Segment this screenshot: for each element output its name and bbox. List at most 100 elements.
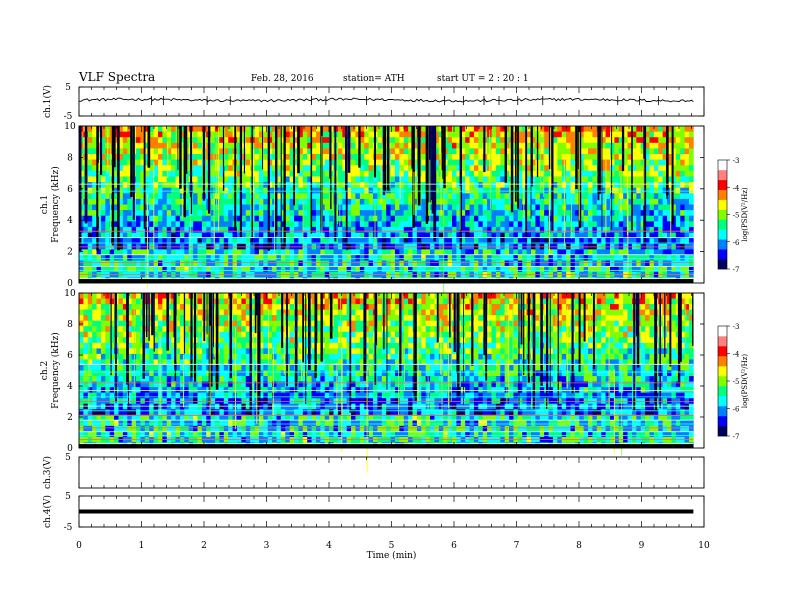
spectrogram-cell <box>675 254 681 261</box>
spectrogram-cell <box>276 226 282 233</box>
spectrogram-cell <box>100 387 106 393</box>
spectrogram-cell <box>552 232 558 239</box>
spectrogram-cell <box>662 176 668 183</box>
spectrogram-cell <box>118 126 124 132</box>
spectrogram-cell <box>539 142 545 149</box>
spectrogram-cell <box>149 249 154 256</box>
spectrogram-cell <box>403 226 409 233</box>
spectrogram-cell <box>215 131 220 138</box>
spectrogram-cell <box>118 142 124 149</box>
spectrogram-cell <box>210 154 216 160</box>
spectrogram-cell <box>473 238 479 245</box>
spectrogram-cell <box>390 215 396 222</box>
spectrogram-cell <box>495 266 501 273</box>
spectrogram-cell <box>399 260 405 267</box>
spectrogram-burst <box>578 132 580 221</box>
spectrogram-cell <box>210 298 216 305</box>
spectrogram-cell <box>184 232 190 239</box>
spectrogram-cell <box>236 126 242 132</box>
spectrogram-cell <box>443 204 448 211</box>
spectrogram-cell <box>280 170 286 177</box>
spectrogram-cell <box>87 249 93 256</box>
spectrogram-cell <box>232 238 238 245</box>
spectrogram-cell <box>504 266 510 273</box>
spectrogram-cell <box>342 131 347 138</box>
spectrogram-cell <box>539 260 545 267</box>
spectrogram-cell <box>456 142 462 149</box>
spectrogram-cell <box>390 165 396 172</box>
spectrogram-streak <box>130 126 133 197</box>
spectrogram-cell <box>337 266 343 273</box>
spectrogram-cell <box>122 210 128 217</box>
spectrogram-cell <box>92 210 97 217</box>
spectrogram-cell <box>631 170 637 177</box>
spectrogram-cell <box>100 293 106 299</box>
spectrogram-cell <box>232 266 238 273</box>
spectrogram-cell <box>92 193 97 200</box>
spectrogram-cell <box>184 337 190 344</box>
spectrogram-cell <box>342 165 347 172</box>
spectrogram-cell <box>153 425 159 432</box>
spectrogram-streak <box>621 126 625 172</box>
spectrogram-cell <box>368 187 374 194</box>
spectrogram-cell <box>184 193 190 200</box>
spectrogram-cell <box>162 154 168 160</box>
spectrogram-cell <box>394 165 400 172</box>
spectrogram-cell <box>276 204 282 211</box>
spectrogram-cell <box>118 387 124 393</box>
spectrogram-cell <box>579 148 584 155</box>
spectrogram-cell <box>346 176 352 183</box>
spectrogram-cell <box>289 176 295 183</box>
spectrogram-cell <box>636 198 642 205</box>
spectrogram-cell <box>197 348 203 355</box>
spectrogram-cell <box>109 326 115 333</box>
spectrogram-cell <box>495 254 501 261</box>
spectrogram-cell <box>122 425 128 432</box>
spectrogram-cell <box>236 131 242 138</box>
spectrogram-cell <box>193 176 198 183</box>
spectrogram-cell <box>364 182 369 188</box>
spectrogram-cell <box>513 254 519 261</box>
spectrogram-cell <box>109 266 115 273</box>
spectrogram-cell <box>219 353 225 360</box>
spectrogram-cell <box>105 266 111 273</box>
spectrogram-cell <box>662 198 668 205</box>
spectrogram-cell <box>140 403 146 410</box>
spectrogram-cell <box>517 170 523 177</box>
spectrogram-cell <box>351 148 356 155</box>
spectrogram-cell <box>500 126 505 132</box>
spectrogram-cell <box>136 387 141 393</box>
spectrogram-cell <box>105 431 111 438</box>
spectrogram-cell <box>399 254 405 261</box>
spectrogram-cell <box>215 198 220 205</box>
spectrogram-cell <box>201 425 207 432</box>
spectrogram-cell <box>193 431 198 438</box>
spectrogram-cell <box>368 238 374 245</box>
spectrogram-cell <box>552 238 558 245</box>
spectrogram-cell <box>149 337 154 344</box>
spectrogram-cell <box>100 215 106 222</box>
spectrogram-cell <box>618 266 624 273</box>
spectrogram-cell <box>539 131 545 138</box>
spectrogram-cell <box>636 126 642 132</box>
spectrogram-cell <box>601 232 606 239</box>
spectrogram-cell <box>614 137 620 144</box>
spectrogram-cell <box>583 148 589 155</box>
spectrogram-cell <box>658 260 663 267</box>
spectrogram-cell <box>149 137 154 144</box>
spectrogram-cell <box>579 193 584 200</box>
spectrogram-cell <box>430 232 435 239</box>
spectrogram-cell <box>162 381 168 388</box>
spectrogram-cell <box>122 226 128 233</box>
spectrogram-cell <box>302 170 308 177</box>
spectrogram-cell <box>236 142 242 149</box>
spectrogram-cell <box>399 176 405 183</box>
spectrogram-cell <box>175 342 181 349</box>
spectrogram-cell <box>87 304 93 310</box>
spectrogram-cell <box>258 266 264 273</box>
spectrogram-cell <box>614 165 620 172</box>
spectrogram-cell <box>430 260 435 267</box>
spectrogram-cell <box>188 232 194 239</box>
spectrogram-cell <box>307 249 312 256</box>
spectrogram-cell <box>87 182 93 188</box>
